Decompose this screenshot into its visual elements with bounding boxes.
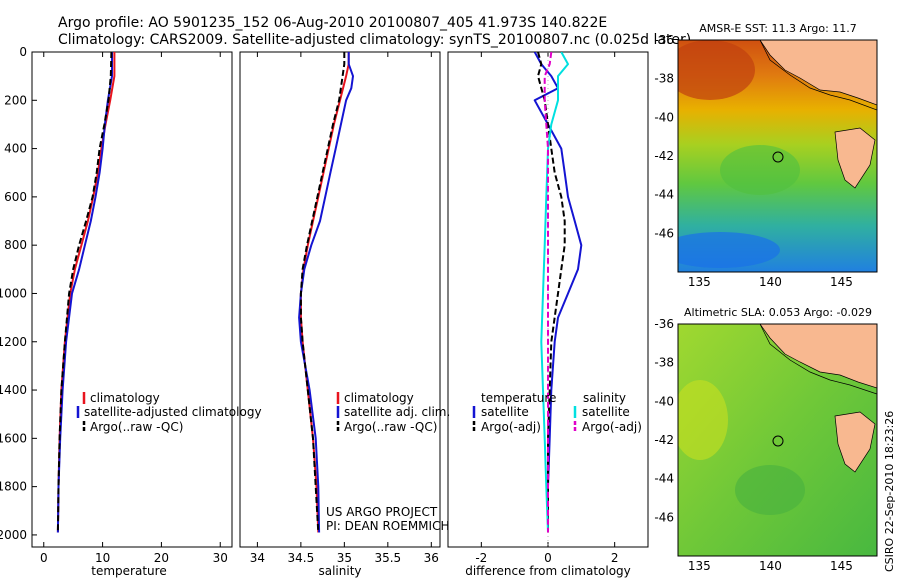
shelf-contour [759,324,877,395]
salinity-panel-frame [239,51,441,548]
y-tick-label: 1400 [0,383,27,397]
series-line-temperature-argo-adj [537,52,566,533]
shelf-contour [759,40,877,111]
salinity-legend: climatology satellite adj. clim. Argo(..… [336,391,450,434]
y-tick-label: 0 [19,45,27,59]
legend-heading-salinity: salinity [583,391,626,405]
map-y-tick-label: -40 [654,394,674,408]
sst-cold-patch [678,232,780,268]
map-y-tick-label: -46 [654,226,674,240]
side-stamp: CSIRO 22-Sep-2010 18:23:26 [883,411,896,572]
y-tick-label: 1200 [0,335,27,349]
legend-label-salinity-argo: Argo(-adj) [582,420,642,434]
land-mainland [759,40,877,106]
legend-label-climatology: climatology [344,391,414,405]
y-tick-label: 1800 [0,480,27,494]
series-line-salinity-satellite [540,52,569,533]
argo-position-marker [772,151,784,163]
sst-green-patch [720,145,800,195]
series-line-satellite-adjusted-climatology [56,52,113,533]
y-tick-label: 800 [4,238,27,252]
map-y-tick-label: -44 [654,472,674,486]
sla-map [678,324,877,556]
difference-legend: temperature satellite Argo(-adj) salinit… [472,391,642,434]
panel-series-group [56,52,116,533]
map-y-tick-label: -44 [654,188,674,202]
map-x-tick-label: 135 [688,559,711,573]
figure-title-line1: Argo profile: AO 5901235_152 06-Aug-2010… [58,15,607,31]
legend-label-argo: Argo(..raw -QC) [90,420,183,434]
map-y-tick-label: -36 [654,317,674,331]
map-y-tick-label: -40 [654,110,674,124]
map-x-tick-label: 145 [830,559,853,573]
sst-warm-patch [678,40,755,100]
y-tick-label: 2000 [0,528,27,542]
map-y-tick-label: -36 [654,33,674,47]
legend-label-satellite-adjusted: satellite-adjusted climatology [84,405,262,419]
sla-high-patch [678,380,728,460]
series-line-satellite-adj-clim [298,52,354,533]
legend-label-salinity-satellite: satellite [582,405,630,419]
legend-label-temperature-argo: Argo(-adj) [481,420,541,434]
argo-position-marker [772,435,784,447]
y-tick-label: 1000 [0,286,27,300]
map-x-tick-label: 135 [688,275,711,289]
x-tick-label: 30 [213,551,228,565]
sla-low-patch [735,465,805,515]
x-tick-label: 10 [95,551,110,565]
x-tick-label: 35 [337,551,352,565]
map-y-tick-label: -46 [654,510,674,524]
x-tick-label: 0 [544,551,552,565]
x-tick-label: 34.5 [288,551,315,565]
map-y-tick-label: -38 [654,72,674,86]
x-tick-label: 34 [250,551,265,565]
legend-label-temperature-satellite: satellite [481,405,529,419]
legend-label-climatology: climatology [90,391,160,405]
sst-map-title: AMSR-E SST: 11.3 Argo: 11.7 [699,22,857,35]
land-tasmania [834,127,876,189]
project-name: US ARGO PROJECT [326,505,438,519]
panel-series-group [533,52,583,533]
x-tick-label: 2 [611,551,619,565]
map-y-tick-label: -42 [654,433,674,447]
x-tick-label: 36 [424,551,439,565]
map-x-tick-label: 140 [759,275,782,289]
x-tick-label: 35.5 [374,551,401,565]
salinity-axis-label: salinity [318,564,361,578]
legend-heading-temperature: temperature [481,391,556,405]
map-y-tick-label: -42 [654,149,674,163]
y-tick-label: 600 [4,190,27,204]
tick-layer: 0 10 20 30020040060080010001200140016001800… [0,33,853,573]
map-y-tick-label: -38 [654,356,674,370]
x-tick-label: 0 [40,551,48,565]
temperature-panel-frame [31,51,233,548]
project-pi: PI: DEAN ROEMMICH [326,519,449,533]
land-tasmania [834,411,876,473]
temperature-legend: climatology satellite-adjusted climatolo… [76,391,262,434]
series-line-salinity-argo-adj [543,52,553,533]
y-tick-label: 200 [4,93,27,107]
sst-map [678,40,877,272]
legend-label-satellite-adjusted: satellite adj. clim. [344,405,450,419]
x-tick-label: -2 [475,551,487,565]
temperature-axis-label: temperature [91,564,166,578]
series-line-argo-raw-qc [56,52,113,533]
legend-label-argo: Argo(..raw -QC) [344,420,437,434]
y-tick-label: 1600 [0,431,27,445]
y-tick-label: 400 [4,142,27,156]
map-x-tick-label: 140 [759,559,782,573]
sla-map-title: Altimetric SLA: 0.053 Argo: -0.029 [684,306,872,319]
x-tick-label: 20 [154,551,169,565]
series-line-argo-raw-qc [299,52,346,533]
figure-title-line2: Climatology: CARS2009. Satellite-adjuste… [58,32,691,48]
sla-map-frame [677,323,878,557]
difference-axis-label: difference from climatology [465,564,631,578]
series-layer [56,52,583,547]
map-x-tick-label: 145 [830,275,853,289]
sst-map-frame [677,39,878,273]
land-mainland [759,324,877,389]
panel-series-group [298,52,354,533]
